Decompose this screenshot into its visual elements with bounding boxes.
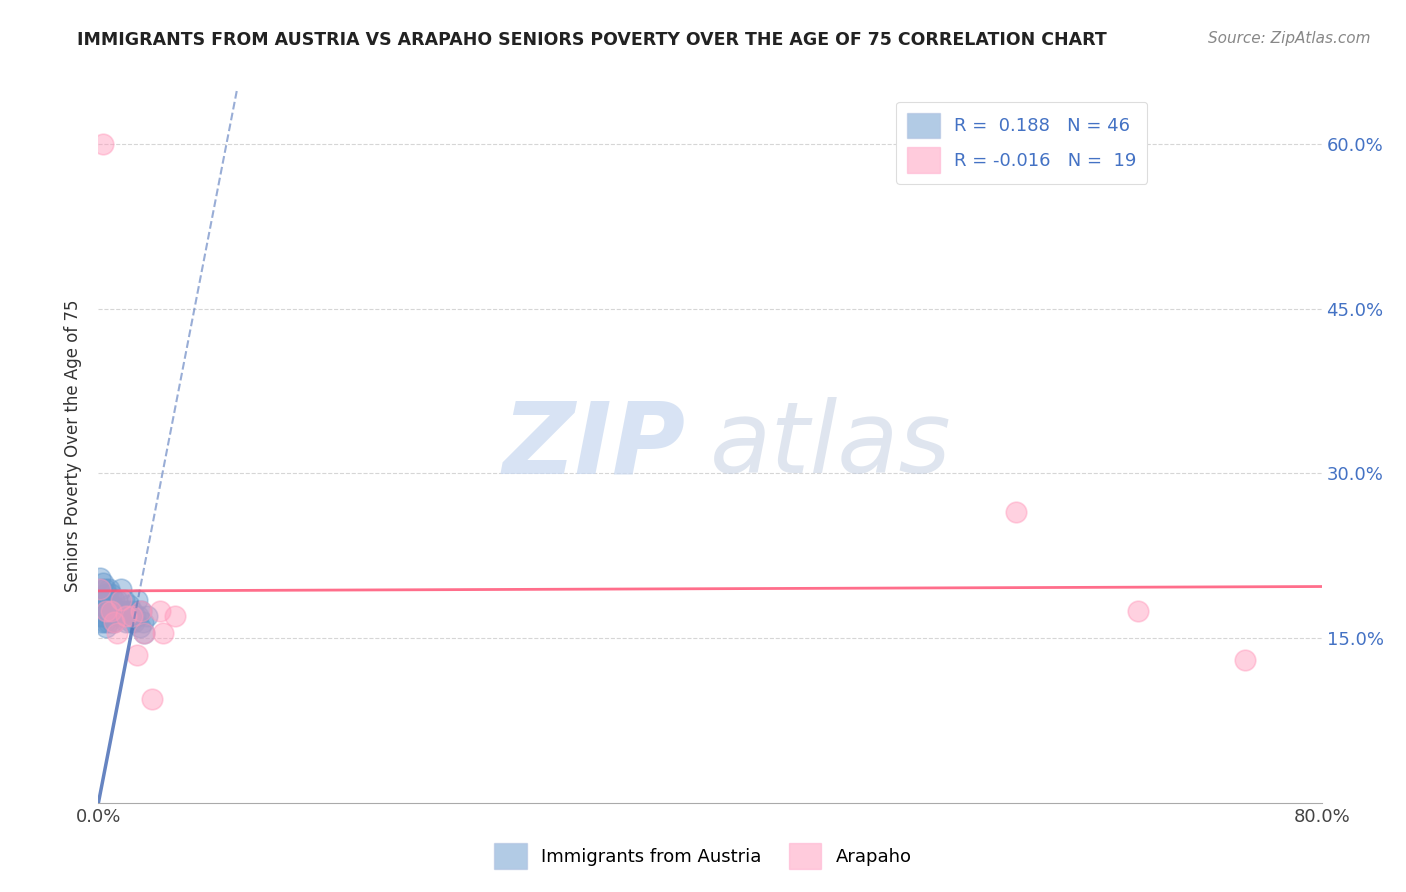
Point: [121, 609, 143, 624]
Point: [111, 604, 134, 618]
Y-axis label: Seniors Poverty Over the Age of 75: Seniors Poverty Over the Age of 75: [65, 300, 83, 592]
Point: [100, 587, 122, 601]
Point: [118, 598, 141, 612]
Point: [149, 604, 172, 618]
Point: [1004, 505, 1026, 519]
Point: [98, 582, 121, 596]
Point: [152, 625, 174, 640]
Point: [122, 615, 145, 629]
Point: [115, 615, 138, 629]
Point: [129, 604, 152, 618]
Point: [124, 609, 146, 624]
Point: [89, 571, 111, 585]
Point: [103, 615, 125, 629]
Point: [98, 604, 121, 618]
Point: [136, 609, 159, 624]
Point: [141, 691, 163, 706]
Point: [132, 615, 155, 629]
Text: Source: ZipAtlas.com: Source: ZipAtlas.com: [1208, 31, 1371, 46]
Point: [93, 615, 115, 629]
Point: [134, 625, 156, 640]
Point: [93, 604, 115, 618]
Point: [117, 604, 139, 618]
Point: [90, 615, 112, 629]
Point: [94, 604, 117, 618]
Point: [107, 604, 129, 618]
Point: [93, 582, 115, 596]
Point: [101, 598, 124, 612]
Point: [89, 609, 111, 624]
Point: [163, 609, 186, 624]
Point: [110, 592, 132, 607]
Point: [91, 137, 114, 152]
Text: ZIP: ZIP: [502, 398, 686, 494]
Point: [115, 609, 138, 624]
Point: [97, 615, 120, 629]
Point: [128, 620, 150, 634]
Point: [89, 582, 111, 596]
Point: [121, 604, 143, 618]
Point: [101, 615, 124, 629]
Point: [90, 604, 112, 618]
Point: [100, 604, 122, 618]
Point: [91, 592, 114, 607]
Point: [1128, 604, 1150, 618]
Point: [105, 625, 128, 640]
Legend: Immigrants from Austria, Arapaho: Immigrants from Austria, Arapaho: [486, 836, 920, 876]
Point: [108, 609, 131, 624]
Point: [91, 609, 114, 624]
Point: [97, 592, 120, 607]
Point: [120, 615, 142, 629]
Legend: R =  0.188   N = 46, R = -0.016   N =  19: R = 0.188 N = 46, R = -0.016 N = 19: [897, 102, 1147, 184]
Point: [104, 604, 127, 618]
Point: [125, 648, 148, 662]
Point: [94, 587, 117, 601]
Point: [91, 576, 114, 591]
Point: [105, 592, 128, 607]
Point: [129, 604, 152, 618]
Point: [134, 625, 156, 640]
Text: IMMIGRANTS FROM AUSTRIA VS ARAPAHO SENIORS POVERTY OVER THE AGE OF 75 CORRELATIO: IMMIGRANTS FROM AUSTRIA VS ARAPAHO SENIO…: [77, 31, 1107, 49]
Text: atlas: atlas: [710, 398, 952, 494]
Point: [89, 592, 111, 607]
Point: [112, 592, 135, 607]
Point: [125, 592, 148, 607]
Point: [1234, 653, 1257, 667]
Point: [100, 604, 122, 618]
Point: [90, 582, 112, 596]
Point: [127, 609, 149, 624]
Point: [94, 604, 117, 618]
Point: [94, 620, 117, 634]
Point: [103, 592, 125, 607]
Point: [110, 582, 132, 596]
Point: [103, 615, 125, 629]
